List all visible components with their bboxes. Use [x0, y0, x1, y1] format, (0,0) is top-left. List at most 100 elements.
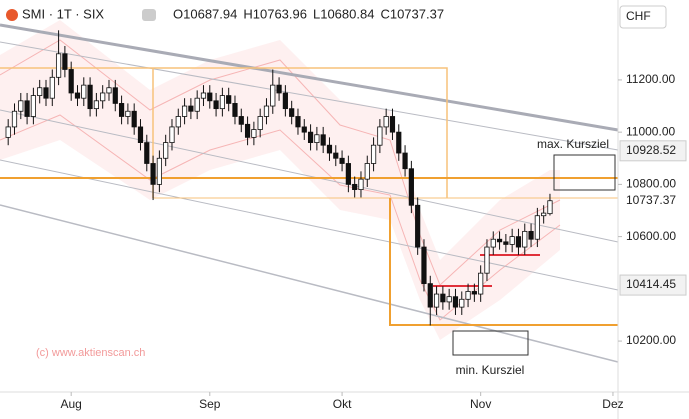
candle-body	[226, 95, 232, 104]
candle-body	[370, 144, 377, 164]
candle-body	[137, 126, 144, 143]
candle-body	[465, 291, 471, 300]
candle-body	[421, 246, 427, 285]
candle-body	[118, 103, 125, 117]
candle-body	[509, 236, 515, 245]
candle-body	[150, 163, 156, 185]
candle-body	[106, 87, 112, 94]
toggle-icon[interactable]	[142, 9, 156, 21]
annotation: max. Kursziel	[537, 137, 609, 151]
candle-body	[364, 163, 370, 180]
candle-body	[377, 126, 383, 146]
candle-body	[484, 246, 490, 274]
candle-body	[471, 291, 477, 295]
candle-body	[433, 293, 440, 308]
candle-body	[541, 212, 547, 217]
candle-body	[181, 105, 188, 117]
candle-body	[5, 126, 11, 138]
ohlc-label: C	[380, 6, 389, 21]
candle-body	[238, 116, 244, 125]
candle-body	[156, 157, 162, 185]
candle-body	[30, 95, 36, 117]
candle-body	[345, 163, 351, 185]
candle-body	[112, 87, 118, 104]
ohlc-label: H	[243, 6, 252, 21]
candle-body	[415, 204, 421, 248]
candle-body	[100, 92, 106, 102]
candle-body	[87, 84, 93, 110]
price-label-box	[619, 140, 687, 162]
target-box	[389, 198, 618, 326]
watermark: (c) www.aktienscan.ch	[36, 347, 145, 359]
candle-body	[515, 236, 522, 248]
candle-body	[49, 76, 55, 99]
x-tick-label: Dez	[602, 397, 623, 411]
y-tick-label: 10600.00	[626, 229, 676, 243]
candle-body	[219, 95, 225, 110]
candle-body	[289, 108, 295, 117]
target-box	[0, 67, 448, 198]
candle-body	[333, 152, 339, 159]
candle-body	[194, 97, 200, 112]
candle-body	[478, 272, 484, 295]
candle-body	[270, 84, 276, 107]
target-rect	[553, 154, 616, 191]
candle-body	[490, 238, 496, 248]
price-label: 10414.45	[626, 277, 676, 291]
candle-body	[43, 87, 49, 99]
candle-body	[276, 84, 282, 94]
candle-body	[389, 116, 396, 133]
annotation: min. Kursziel	[456, 363, 525, 377]
candle-body	[163, 142, 169, 159]
currency-box[interactable]	[619, 5, 667, 29]
candle-body	[282, 92, 288, 110]
candle-body	[408, 168, 414, 206]
ohlc-value: 10737.37	[390, 6, 444, 21]
channel-line	[0, 159, 619, 291]
candle-body	[207, 92, 213, 102]
candle-body	[68, 69, 74, 94]
candle-body	[440, 293, 446, 303]
channel-line	[0, 41, 619, 151]
candle-body	[131, 110, 137, 128]
plot	[5, 30, 553, 326]
symbol: SMI · 1T · SIX	[22, 6, 104, 21]
y-tick-label: 10200.00	[626, 333, 676, 347]
candle-body	[326, 144, 333, 154]
candle-body	[125, 110, 131, 117]
candle-body	[169, 126, 175, 143]
candle-body	[144, 142, 150, 164]
candle-body	[200, 92, 207, 99]
x-tick-label: Nov	[470, 397, 491, 411]
x-tick-label: Aug	[61, 397, 82, 411]
y-tick-label: 11200.00	[626, 72, 675, 86]
band	[0, 20, 560, 340]
candle-body	[339, 157, 345, 164]
candle-body	[18, 100, 24, 112]
candle-body	[383, 116, 389, 128]
ohlc-value: 10763.96	[253, 6, 307, 21]
candle-body	[522, 230, 528, 248]
candle-body	[402, 152, 408, 170]
candle-body	[496, 238, 503, 243]
y-tick-label: 10800.00	[626, 177, 676, 191]
candle-body	[352, 183, 358, 191]
candle-body	[358, 178, 364, 191]
candle-body	[24, 100, 30, 117]
target-rect	[452, 330, 529, 356]
candle-body	[257, 116, 263, 130]
ohlc-value: 10680.84	[320, 6, 374, 21]
candle-body	[427, 283, 433, 308]
candle-body	[307, 131, 314, 143]
candle-body	[295, 116, 301, 128]
candle-body	[503, 241, 509, 245]
candle-body	[55, 53, 62, 78]
candle-body	[263, 105, 270, 117]
price-label-box	[619, 274, 687, 296]
currency[interactable]: CHF	[626, 9, 651, 23]
candle-body	[11, 110, 18, 128]
channel-line	[0, 109, 619, 243]
candle-body	[547, 200, 553, 215]
candle-body	[93, 100, 99, 110]
